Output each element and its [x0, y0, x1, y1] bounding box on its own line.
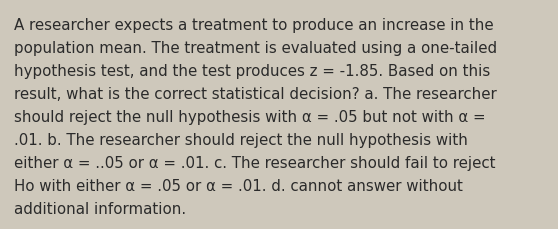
Text: result, what is the correct statistical decision? a. The researcher: result, what is the correct statistical …	[14, 87, 497, 101]
Text: hypothesis test, and the test produces z = -1.85. Based on this: hypothesis test, and the test produces z…	[14, 64, 490, 79]
Text: Ho with either α = .05 or α = .01. d. cannot answer without: Ho with either α = .05 or α = .01. d. ca…	[14, 178, 463, 193]
Text: population mean. The treatment is evaluated using a one-tailed: population mean. The treatment is evalua…	[14, 41, 497, 56]
Text: either α = ..05 or α = .01. c. The researcher should fail to reject: either α = ..05 or α = .01. c. The resea…	[14, 155, 496, 170]
Text: A researcher expects a treatment to produce an increase in the: A researcher expects a treatment to prod…	[14, 18, 494, 33]
Text: should reject the null hypothesis with α = .05 but not with α =: should reject the null hypothesis with α…	[14, 109, 485, 124]
Text: additional information.: additional information.	[14, 201, 186, 216]
Text: .01. b. The researcher should reject the null hypothesis with: .01. b. The researcher should reject the…	[14, 132, 468, 147]
